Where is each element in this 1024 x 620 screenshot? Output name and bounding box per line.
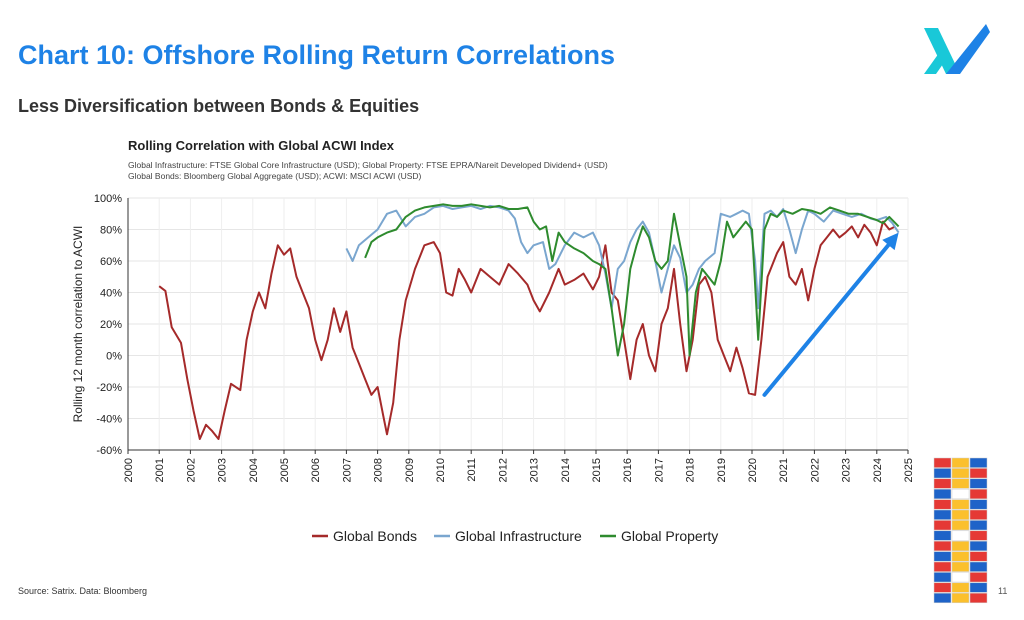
y-tick-label: 20% [100, 319, 122, 331]
y-tick-label: -40% [96, 414, 122, 426]
trend-arrow-head [882, 232, 899, 251]
x-tick-label: 2024 [872, 458, 884, 482]
block-piece [969, 572, 988, 583]
block-piece [951, 551, 970, 562]
block-piece [951, 488, 970, 500]
page-number: 11 [998, 586, 1008, 596]
block-piece [951, 592, 970, 604]
block-piece [969, 488, 988, 500]
block-piece [969, 468, 988, 479]
page-subtitle: Less Diversification between Bonds & Equ… [18, 96, 420, 116]
block-piece [933, 457, 952, 468]
series-line-global-infrastructure [345, 204, 900, 310]
block-piece [933, 488, 952, 500]
series-line-global-bonds [158, 220, 896, 440]
block-piece [951, 457, 970, 468]
block-piece [951, 478, 970, 489]
block-piece [951, 530, 970, 541]
x-tick-label: 2010 [435, 458, 447, 482]
block-piece [951, 468, 970, 479]
block-piece [951, 540, 970, 552]
trend-arrow-icon [762, 242, 891, 397]
block-piece [969, 540, 988, 552]
block-piece [951, 499, 970, 510]
block-piece [933, 509, 952, 520]
block-piece [969, 582, 988, 593]
satrix-logo-icon [924, 24, 990, 74]
x-tick-label: 2020 [747, 458, 759, 482]
chart-title: Rolling Correlation with Global ACWI Ind… [128, 138, 395, 153]
block-piece [969, 509, 988, 520]
chart-note: Global Bonds: Bloomberg Global Aggregate… [128, 171, 422, 181]
x-tick-label: 2005 [279, 458, 291, 482]
chart-note: Global Infrastructure: FTSE Global Core … [128, 160, 608, 170]
x-tick-label: 2003 [217, 458, 229, 482]
x-tick-label: 2001 [154, 458, 166, 482]
legend-label: Global Bonds [333, 528, 417, 544]
x-tick-label: 2017 [653, 458, 665, 482]
block-piece [969, 530, 988, 541]
x-tick-label: 2006 [310, 458, 322, 482]
block-piece [933, 572, 952, 583]
y-tick-label: 80% [100, 225, 122, 237]
block-piece [951, 572, 970, 583]
correlation-chart: Rolling Correlation with Global ACWI Ind… [71, 138, 915, 544]
y-tick-label: 60% [100, 256, 122, 268]
block-piece [933, 530, 952, 541]
legend-label: Global Property [621, 528, 718, 544]
x-tick-label: 2022 [809, 458, 821, 482]
source-note: Source: Satrix. Data: Bloomberg [18, 586, 148, 596]
x-tick-label: 2021 [778, 458, 790, 482]
block-piece [933, 499, 952, 510]
x-tick-label: 2011 [466, 458, 478, 482]
x-tick-label: 2018 [685, 458, 697, 482]
y-tick-label: -60% [96, 445, 122, 457]
y-tick-label: -20% [96, 382, 122, 394]
block-piece [951, 509, 970, 520]
x-tick-label: 2023 [841, 458, 853, 482]
chart-container: Rolling Correlation with Global ACWI Ind… [60, 128, 920, 558]
block-piece [933, 561, 952, 572]
block-piece [951, 561, 970, 572]
block-piece [933, 520, 952, 531]
block-piece [969, 499, 988, 510]
x-tick-label: 2025 [903, 458, 915, 482]
series-line-global-property [364, 203, 900, 357]
block-piece [969, 520, 988, 531]
x-tick-label: 2019 [716, 458, 728, 482]
block-piece [969, 561, 988, 572]
x-tick-label: 2014 [560, 458, 572, 482]
block-piece [933, 468, 952, 479]
x-tick-label: 2007 [341, 458, 353, 482]
y-tick-label: 40% [100, 288, 122, 300]
x-tick-label: 2008 [373, 458, 385, 482]
block-piece [933, 551, 952, 562]
x-tick-label: 2013 [529, 458, 541, 482]
block-piece [969, 478, 988, 489]
x-tick-label: 2002 [185, 458, 197, 482]
block-piece [969, 551, 988, 562]
block-piece [969, 457, 988, 468]
y-tick-label: 0% [106, 351, 122, 363]
block-piece [951, 582, 970, 593]
y-tick-label: 100% [94, 193, 122, 205]
building-blocks-icon [933, 457, 988, 604]
x-tick-label: 2012 [497, 458, 509, 482]
block-piece [933, 478, 952, 489]
y-axis-label: Rolling 12 month correlation to ACWI [71, 226, 85, 423]
legend-label: Global Infrastructure [455, 528, 582, 544]
x-tick-label: 2009 [404, 458, 416, 482]
block-piece [933, 582, 952, 593]
block-piece [933, 592, 952, 604]
x-tick-label: 2004 [248, 458, 260, 482]
x-tick-label: 2015 [591, 458, 603, 482]
x-tick-label: 2016 [622, 458, 634, 482]
block-piece [969, 592, 988, 604]
x-tick-label: 2000 [123, 458, 135, 482]
page-title: Chart 10: Offshore Rolling Return Correl… [18, 40, 616, 70]
block-piece [933, 540, 952, 552]
block-piece [951, 520, 970, 531]
